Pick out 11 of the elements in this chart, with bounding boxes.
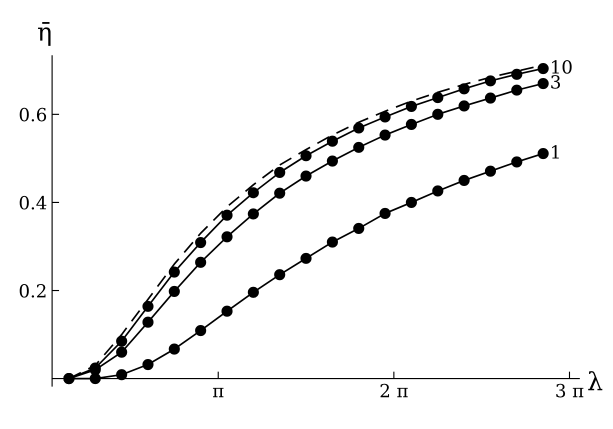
- y-axis-title: η̄: [38, 22, 51, 46]
- series-label: 3: [551, 75, 560, 89]
- x-tick-label: 3 π: [556, 384, 584, 398]
- series-label: 10: [552, 60, 572, 74]
- series-label: 1: [552, 145, 559, 159]
- y-tick-label: 0.6: [20, 108, 46, 122]
- x-tick-label: π: [212, 388, 224, 398]
- x-tick-label: 2 π: [380, 384, 408, 398]
- y-tick-label: 0.2: [20, 284, 46, 298]
- y-tick-label: 0.4: [20, 196, 46, 210]
- x-axis-title: λ: [588, 371, 602, 390]
